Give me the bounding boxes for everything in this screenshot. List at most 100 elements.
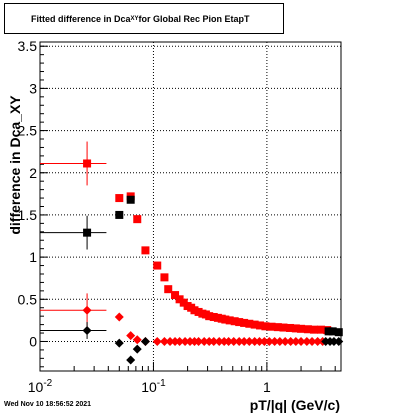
data-point bbox=[159, 336, 169, 346]
y-tick-labels: 0 0.5 1 1.5 2 2.5 3 3.5 bbox=[18, 38, 38, 349]
plot-frame bbox=[39, 41, 342, 372]
data-point bbox=[115, 194, 124, 203]
data-point bbox=[286, 336, 296, 346]
data-point bbox=[275, 336, 285, 346]
data-point bbox=[225, 316, 234, 325]
data-point bbox=[303, 325, 312, 334]
y-tick-label: 1.5 bbox=[18, 207, 38, 223]
data-point bbox=[153, 261, 162, 270]
grid-lines bbox=[39, 42, 341, 371]
data-point bbox=[334, 336, 344, 346]
data-point bbox=[82, 326, 92, 336]
data-point bbox=[279, 323, 288, 332]
y-tick-label: 0 bbox=[29, 333, 37, 349]
data-point bbox=[132, 335, 142, 345]
data-point bbox=[264, 336, 274, 346]
data-point bbox=[126, 195, 135, 204]
y-tick-label: 2.5 bbox=[18, 123, 38, 139]
data-point bbox=[270, 336, 280, 346]
data-point bbox=[140, 336, 150, 346]
data-point bbox=[114, 312, 124, 322]
data-point bbox=[286, 323, 295, 332]
data-point bbox=[329, 336, 339, 346]
data-point bbox=[171, 291, 180, 300]
data-point bbox=[126, 331, 136, 341]
data-point bbox=[234, 336, 244, 346]
data-point bbox=[254, 336, 264, 346]
data-point bbox=[82, 305, 92, 315]
y-tick-label: 0.5 bbox=[18, 291, 38, 307]
data-point bbox=[317, 325, 326, 334]
data-marks bbox=[40, 141, 344, 365]
data-point bbox=[214, 336, 224, 346]
data-point bbox=[245, 319, 254, 328]
data-point bbox=[296, 336, 306, 346]
data-point bbox=[250, 320, 259, 329]
data-point bbox=[235, 318, 244, 327]
data-point bbox=[259, 336, 269, 346]
y-tick-label: 2 bbox=[29, 165, 37, 181]
x-tick-labels: 10-2 10-1 1 bbox=[28, 378, 271, 395]
data-point bbox=[175, 295, 184, 304]
data-point bbox=[221, 315, 230, 324]
x-axis-label: pT/|q| (GeV/c) bbox=[249, 397, 340, 413]
data-point bbox=[141, 246, 150, 255]
axis-ticks bbox=[39, 45, 336, 371]
title-main: Fitted difference in Dca bbox=[31, 13, 131, 24]
x-tick-label: 10-2 bbox=[28, 378, 53, 395]
y-tick-label: 1 bbox=[29, 249, 37, 265]
chart-title: Fitted difference in Dca XY for Global Re… bbox=[4, 3, 284, 34]
data-point bbox=[328, 327, 337, 336]
data-point bbox=[205, 312, 214, 321]
data-point bbox=[160, 273, 169, 282]
data-point bbox=[313, 336, 323, 346]
data-point bbox=[170, 336, 180, 346]
data-point bbox=[244, 336, 254, 346]
data-point bbox=[115, 210, 124, 219]
x-tick-label: 10-1 bbox=[141, 378, 166, 395]
data-point bbox=[209, 336, 219, 346]
data-point bbox=[194, 336, 204, 346]
data-point bbox=[307, 336, 317, 346]
data-point bbox=[114, 338, 124, 348]
data-point bbox=[83, 228, 92, 237]
data-point bbox=[190, 306, 199, 315]
y-tick-label: 3 bbox=[29, 80, 37, 96]
data-point bbox=[334, 328, 343, 337]
data-point bbox=[229, 336, 239, 346]
data-point bbox=[291, 324, 300, 333]
title-suffix: for Global Rec Pion EtapT bbox=[138, 13, 250, 24]
data-point bbox=[297, 324, 306, 333]
y-tick-label: 3.5 bbox=[18, 38, 38, 54]
data-point bbox=[256, 321, 265, 330]
data-point bbox=[267, 322, 276, 331]
x-tick-label: 1 bbox=[263, 379, 271, 395]
data-point bbox=[309, 325, 318, 334]
y-axis-label-text: difference in Dca_XY bbox=[7, 95, 23, 235]
data-point bbox=[230, 317, 239, 326]
data-point bbox=[239, 336, 249, 346]
data-point bbox=[261, 322, 270, 331]
data-point bbox=[126, 355, 136, 365]
data-point bbox=[133, 215, 142, 224]
data-point bbox=[165, 336, 175, 346]
data-point bbox=[175, 336, 185, 346]
data-point bbox=[291, 336, 301, 346]
data-point bbox=[250, 336, 260, 346]
data-point bbox=[204, 336, 214, 346]
data-point bbox=[240, 318, 249, 327]
data-point bbox=[152, 336, 162, 346]
data-point bbox=[273, 323, 282, 332]
data-point bbox=[83, 159, 92, 168]
y-axis-label: difference in Dca_XY bbox=[2, 95, 28, 235]
data-point bbox=[199, 336, 209, 346]
data-point bbox=[132, 344, 142, 354]
data-point bbox=[224, 336, 234, 346]
data-point bbox=[302, 336, 312, 346]
data-point bbox=[180, 336, 190, 346]
title-subscript: XY bbox=[130, 15, 139, 22]
data-point bbox=[209, 313, 218, 322]
data-point bbox=[280, 336, 290, 346]
data-point bbox=[164, 285, 173, 294]
